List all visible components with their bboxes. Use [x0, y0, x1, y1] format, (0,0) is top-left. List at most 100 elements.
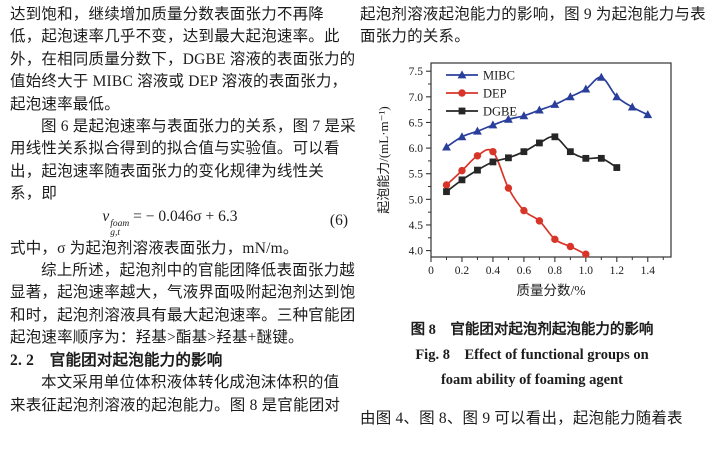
text-line: 综上所述，起泡剂中的官能团降低表面张力越 — [41, 262, 356, 280]
text-line: 达到饱和，继续增加质量分数表面张力不再降 — [10, 6, 325, 23]
series-marker-mibc — [442, 142, 451, 151]
text-line: 外，在相同质量分数下，DGBE 溶液的表面张力的 — [10, 50, 356, 68]
figure-caption-en-line2: foam ability of foaming agent — [440, 371, 624, 388]
series-marker-mibc — [550, 99, 560, 108]
series-marker-dgbe — [566, 148, 574, 155]
series-marker-mibc — [534, 105, 544, 114]
x-tick-label: 0.6 — [517, 265, 532, 277]
text-line: 图 6 是起泡速率与表面张力的关系，图 7 是采 — [41, 118, 356, 136]
y-tick-label: 4.0 — [409, 245, 424, 257]
legend-label-dgbe: DGBE — [483, 104, 517, 118]
section-heading: 2. 2 官能团对起泡能力的影响 — [10, 351, 223, 369]
series-marker-dgbe — [551, 133, 559, 141]
series-marker-mibc — [612, 92, 622, 101]
y-tick-label: 4.5 — [409, 220, 424, 232]
text-line: 本文采用单位体积液体转化成泡沫体积的值 — [41, 374, 340, 392]
x-tick-label: 0.8 — [548, 265, 563, 277]
figure-8: 0 0.2 0.4 0.6 0.8 1.0 1.2 1.4 4.0 4.5 5.0 5.5 6.0 6.5… — [374, 55, 704, 312]
plot-frame — [430, 62, 672, 258]
y-tick-label: 6.5 — [409, 117, 424, 129]
text-line: 系，即 — [10, 185, 58, 203]
x-tick-label: 1.0 — [579, 265, 594, 277]
series-marker-dep — [442, 181, 451, 189]
x-tick-label: 1.2 — [610, 265, 625, 277]
series-marker-dgbe — [458, 176, 466, 184]
text-line: 起泡速率最低。 — [10, 95, 120, 113]
series-marker-dgbe — [597, 154, 605, 162]
figure-caption-zh: 图 8 官能团对起泡剂起泡能力的影响 — [410, 321, 654, 338]
y-tick-label: 6.0 — [409, 143, 424, 155]
series-line-dep — [445, 148, 587, 255]
series-marker-dgbe — [443, 188, 450, 195]
text-line: 值始终大于 MIBC 溶液或 DEP 溶液的表面张力， — [10, 73, 348, 91]
x-axis-title: 质量分数/% — [517, 283, 586, 298]
series-marker-dgbe — [582, 154, 590, 162]
text-line: 面张力的关系。 — [360, 28, 470, 46]
text-line: 由图 4、图 8、图 9 可以看出，起泡能力随着表 — [360, 409, 683, 427]
series-marker-mibc — [457, 132, 467, 141]
text-line: 低，起泡速率几乎不变，达到最大起泡速率。此 — [10, 28, 340, 46]
series-marker-dgbe — [613, 163, 621, 171]
legend-label-dep: DEP — [483, 86, 507, 100]
x-tick-label: 0.2 — [455, 265, 470, 277]
figure-caption-en-line1: Fig. 8 Effect of functional groups on — [415, 346, 649, 363]
x-tick-label: 1.4 — [641, 265, 656, 277]
x-tick-label: 0 — [428, 265, 434, 277]
legend-marker-mibc — [457, 70, 467, 79]
text-line: 显著，起泡速率越大，气液界面吸附起泡剂达到饱 — [10, 284, 356, 302]
series-marker-dgbe — [520, 148, 528, 155]
series-marker-dep — [504, 184, 513, 192]
series-line-mibc — [446, 76, 649, 148]
equation-rhs: = − 0.046σ + 6.3 — [129, 207, 238, 225]
y-tick-label: 7.0 — [409, 92, 424, 104]
series-marker-dep — [458, 166, 466, 175]
series-marker-mibc — [581, 84, 591, 93]
y-axis-title: 起泡能力/(mL·m⁻¹) — [376, 106, 391, 214]
series-marker-mibc — [596, 72, 606, 81]
figure-8-chart: 0 0.2 0.4 0.6 0.8 1.0 1.2 1.4 4.0 4.5 5.0 5.5 6.0 6.5… — [376, 62, 672, 298]
series-marker-dgbe — [535, 139, 543, 147]
series-marker-mibc — [565, 92, 575, 101]
legend-marker-dep — [458, 89, 466, 97]
series-marker-mibc — [504, 114, 513, 123]
series-marker-dep — [551, 235, 559, 243]
text-line: 来表征起泡剂溶液的起泡能力。图 8 是官能团对 — [10, 396, 341, 414]
right-column: 起泡剂溶液起泡能力的影响，图 9 为起泡能力与表 面张力的关系。 0 0.2 0.4 0… — [360, 4, 706, 430]
y-tick-label: 7.5 — [409, 66, 424, 78]
y-tick-label: 5.0 — [409, 194, 424, 206]
text-line: 起泡速率顺序为：羟基>酯基>羟基+醚键。 — [10, 329, 304, 347]
equation-variable: v — [102, 207, 110, 225]
legend-label-mibc: MIBC — [483, 68, 515, 82]
equation-6: v foam g,t = − 0.046σ + 6.3 (6) — [10, 206, 352, 238]
figure-8-caption: 图 8 官能团对起泡剂起泡能力的影响 Fig. 8 Effect of func… — [360, 318, 704, 393]
left-column: 达到饱和，继续增加质量分数表面张力不再降 低，起泡速率几乎不变，达到最大起泡速率。… — [10, 4, 356, 417]
series-marker-mibc — [643, 109, 653, 118]
text-line: 出，起泡速率随表面张力的变化规律为线性关 — [10, 162, 325, 180]
series-marker-dgbe — [474, 166, 481, 174]
series-line-dgbe — [445, 135, 618, 193]
series-marker-dgbe — [489, 158, 497, 166]
series-marker-mibc — [473, 126, 482, 135]
series-marker-dep — [473, 151, 482, 160]
right-column-bottom-paragraph: 由图 4、图 8、图 9 可以看出，起泡能力随着表 — [360, 408, 704, 430]
series-marker-dep — [520, 206, 528, 215]
series-marker-dep — [535, 216, 544, 225]
text-line: 和时，起泡剂溶液具有最大起泡速率。三种官能团 — [10, 306, 356, 324]
series-marker-dgbe — [505, 154, 512, 162]
series-marker-dep — [489, 147, 497, 156]
text-line: 用线性关系拟合得到的拟合值与实验值。可以看 — [10, 140, 340, 158]
x-tick-label: 0.4 — [486, 265, 501, 277]
equation-supsub: foam g,t — [110, 218, 130, 238]
series-marker-dep — [582, 250, 590, 258]
y-tick-label: 5.5 — [409, 169, 424, 181]
right-column-top-paragraph: 起泡剂溶液起泡能力的影响，图 9 为起泡能力与表 面张力的关系。 — [360, 4, 706, 49]
legend-marker-dgbe — [458, 107, 466, 115]
series-marker-mibc — [488, 120, 498, 129]
equation-number: (6) — [329, 212, 348, 230]
text-line: 起泡剂溶液起泡能力的影响，图 9 为起泡能力与表 — [360, 6, 706, 23]
series-marker-mibc — [627, 102, 637, 111]
series-marker-dep — [566, 242, 575, 251]
series-marker-mibc — [519, 111, 529, 120]
text-line: 式中，σ 为起泡剂溶液表面张力，mN/m。 — [10, 239, 299, 257]
